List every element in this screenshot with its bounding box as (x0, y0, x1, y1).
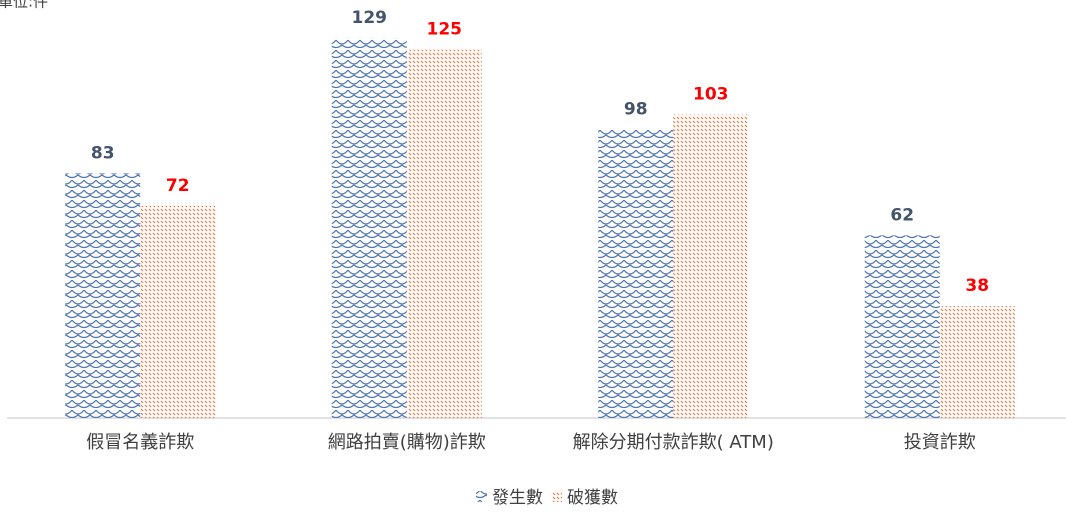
bar (140, 205, 216, 418)
data-label: 83 (91, 143, 115, 163)
legend-label: 發生數 (492, 488, 543, 508)
data-label: 62 (890, 205, 914, 225)
bar (598, 129, 674, 418)
data-label: 125 (427, 20, 463, 40)
bar (673, 114, 749, 419)
x-tick-label: 解除分期付款詐欺( ATM) (572, 432, 774, 453)
data-label: 98 (624, 99, 648, 119)
bar (864, 235, 940, 418)
unit-label: 單位:件 (0, 0, 48, 11)
data-label: 103 (693, 85, 729, 105)
data-label: 38 (965, 276, 989, 296)
data-label: 129 (352, 8, 388, 28)
x-tick-label: 假冒名義詐欺 (86, 432, 195, 453)
bar (939, 306, 1015, 418)
bar (406, 49, 482, 418)
legend-label: 破獲數 (567, 488, 618, 508)
x-tick-label: 投資詐欺 (903, 432, 976, 453)
data-label: 72 (166, 176, 190, 196)
bar (331, 37, 407, 418)
x-tick-label: 網路拍賣(購物)詐欺 (327, 432, 486, 453)
bar (65, 173, 141, 418)
legend-swatch (476, 491, 487, 502)
legend-swatch (551, 491, 562, 502)
